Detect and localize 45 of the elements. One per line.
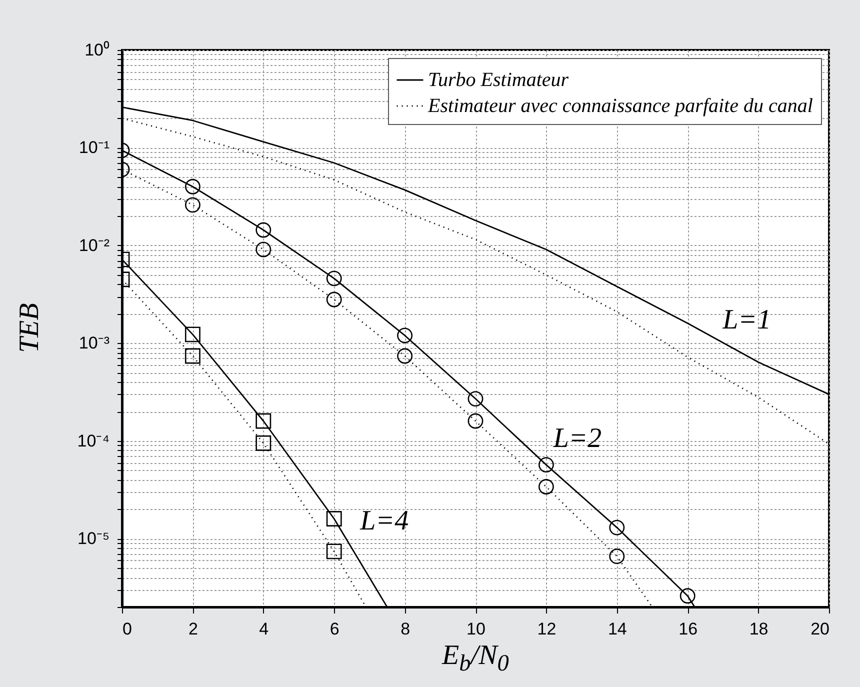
point (326, 511, 342, 526)
point (397, 348, 413, 364)
x-tick-label: 8 (400, 620, 410, 638)
point (184, 326, 200, 342)
y-axis-title: TEB (14, 303, 46, 353)
point (256, 435, 272, 451)
x-tick-label: 0 (122, 620, 132, 638)
y-tick-label: 10⁰ (84, 40, 110, 60)
y-tick-label: 10⁻³ (78, 334, 110, 353)
x-tick-label: 18 (749, 620, 768, 638)
x-axis-title: E$_{b}$/N$_{0}$ (440, 640, 510, 678)
point (468, 391, 484, 406)
y-tick-label: 10⁻² (78, 236, 110, 255)
point (256, 222, 272, 238)
x-tick-label: 12 (537, 620, 556, 638)
x-tick-label: 14 (608, 620, 627, 638)
point (680, 588, 696, 604)
point (184, 197, 200, 213)
point (326, 292, 342, 308)
x-tick-label: 2 (188, 620, 198, 638)
x-tick-label: 16 (678, 620, 698, 638)
point (538, 479, 554, 494)
legend-label: Turbo Estimateur (428, 69, 569, 91)
point (326, 270, 342, 286)
x-tick-label: 10 (466, 620, 486, 638)
point (538, 457, 554, 473)
y-tick-label: 10⁻⁵ (78, 529, 110, 548)
x-tick-label: 4 (259, 620, 269, 638)
x-tick-label: 6 (330, 620, 340, 638)
point (609, 520, 625, 536)
point (256, 242, 272, 258)
annotation: L=1 (722, 304, 772, 336)
point (609, 548, 625, 564)
legend-label: Estimateur avec connaissance parfaite du canal (427, 95, 814, 117)
point (397, 328, 413, 344)
point (326, 544, 342, 560)
annotation: L=2 (552, 422, 602, 454)
y-tick-label: 10⁻⁴ (77, 431, 110, 450)
point (468, 413, 484, 429)
point (256, 413, 272, 429)
annotation: L=4 (359, 506, 409, 537)
y-tick-label: 10⁻¹ (78, 138, 110, 158)
x-tick-label: 20 (810, 620, 830, 638)
point (184, 348, 200, 364)
point (184, 178, 200, 194)
